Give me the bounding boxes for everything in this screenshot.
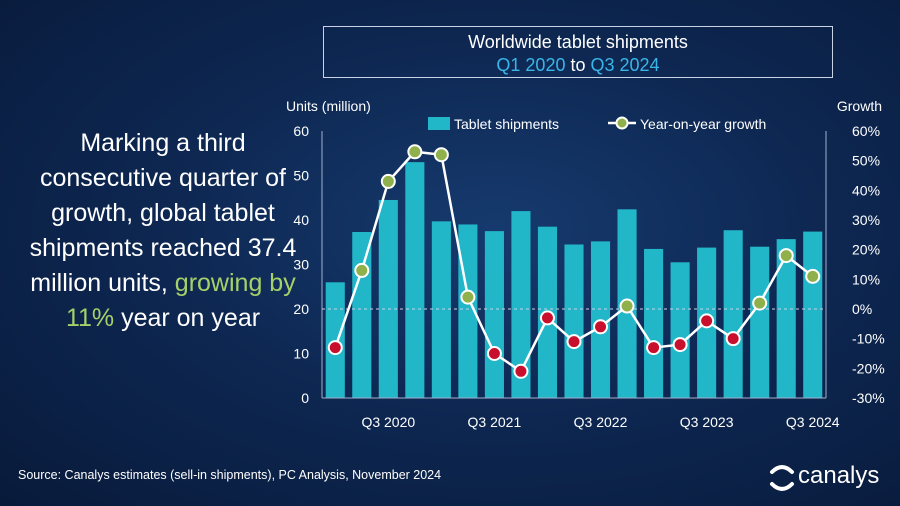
left-axis-title: Units (million) (286, 98, 371, 114)
lead-text-part1: Marking a third consecutive quarter of g… (29, 129, 297, 297)
growth-point-6 (486, 346, 502, 361)
left-tick-label-0: 0 (301, 390, 309, 406)
bar-17 (776, 239, 796, 398)
growth-point-5 (460, 289, 476, 305)
growth-point-7 (513, 363, 529, 379)
legend-swatch-bars (428, 117, 450, 130)
bar-6 (484, 231, 504, 398)
bar-18 (803, 231, 823, 398)
right-tick-label-3: 0% (852, 301, 872, 317)
growth-point-17 (778, 248, 794, 264)
growth-point-14 (699, 313, 715, 329)
bar-2 (378, 199, 398, 398)
growth-line-layer (327, 144, 821, 379)
period-connector: to (570, 55, 586, 75)
growth-point-12 (646, 340, 662, 356)
growth-point-16 (752, 295, 768, 311)
growth-point-9 (566, 334, 582, 350)
left-tick-label-3: 30 (293, 257, 309, 273)
x-tick-label-4: Q3 2024 (786, 414, 840, 430)
right-tick-label-8: 50% (852, 153, 880, 169)
bar-12 (644, 248, 664, 398)
right-tick-label-0: -30% (852, 390, 885, 406)
bar-9 (564, 244, 584, 398)
x-tick-label-0: Q3 2020 (361, 414, 415, 430)
right-axis-title: Growth (837, 98, 882, 114)
growth-point-4 (433, 147, 449, 163)
canalys-logo-icon (770, 465, 794, 491)
bar-7 (511, 211, 531, 398)
legend-label-bars: Tablet shipments (454, 116, 559, 132)
bar-1 (352, 232, 372, 398)
axes-layer (321, 131, 827, 399)
x-tick-label-2: Q3 2022 (574, 414, 628, 430)
right-tick-label-5: 20% (852, 242, 880, 258)
growth-point-13 (672, 337, 688, 353)
period-end: Q3 2024 (590, 55, 660, 75)
right-tick-label-9: 60% (852, 123, 880, 139)
chart-title-box: Worldwide tablet shipments Q1 2020 to Q3… (323, 26, 833, 78)
lead-highlight: growing by 11% (65, 269, 296, 332)
legend: Tablet shipments Year-on-year growth (428, 116, 766, 132)
bar-13 (670, 262, 690, 398)
lead-statement: Marking a third consecutive quarter of g… (18, 126, 308, 336)
bar-16 (750, 246, 770, 398)
left-tick-label-6: 60 (293, 123, 309, 139)
bar-15 (723, 230, 743, 398)
right-tick-label-2: -10% (852, 331, 885, 347)
canalys-wordmark: canalys (798, 462, 880, 489)
right-tick-label-1: -20% (852, 360, 885, 376)
lead-text-part2: year on year (121, 304, 261, 332)
growth-point-11 (619, 298, 635, 314)
x-tick-label-1: Q3 2021 (468, 414, 522, 430)
growth-point-0 (327, 340, 343, 356)
chart-title: Worldwide tablet shipments (468, 32, 688, 52)
growth-point-8 (539, 310, 555, 326)
right-tick-label-7: 40% (852, 182, 880, 198)
left-tick-label-5: 50 (293, 168, 309, 184)
legend-marker-growth (615, 116, 629, 130)
legend-label-growth: Year-on-year growth (640, 116, 766, 132)
right-tick-label-4: 10% (852, 271, 880, 287)
growth-point-18 (805, 268, 821, 284)
bar-3 (405, 162, 425, 398)
left-tick-label-2: 20 (293, 301, 309, 317)
chart-subtitle: Q1 2020 to Q3 2024 (324, 55, 832, 76)
growth-point-10 (593, 319, 609, 335)
left-tick-label-1: 10 (293, 346, 309, 362)
bar-4 (431, 221, 451, 398)
growth-point-15 (725, 331, 741, 347)
canalys-logo: canalys (768, 460, 888, 492)
growth-point-3 (407, 144, 423, 160)
growth-point-1 (354, 262, 370, 278)
left-tick-label-4: 40 (293, 212, 309, 228)
growth-point-2 (380, 173, 396, 189)
bars-layer (325, 162, 823, 398)
right-tick-label-6: 30% (852, 212, 880, 228)
x-tick-label-3: Q3 2023 (680, 414, 734, 430)
source-note: Source: Canalys estimates (sell-in shipm… (18, 468, 442, 482)
labels-layer: 0 10 20 30 40 50 60 -30% -20% -10% 0% 10% 20% 30% 40% 5… (286, 98, 885, 430)
period-start: Q1 2020 (496, 55, 566, 75)
